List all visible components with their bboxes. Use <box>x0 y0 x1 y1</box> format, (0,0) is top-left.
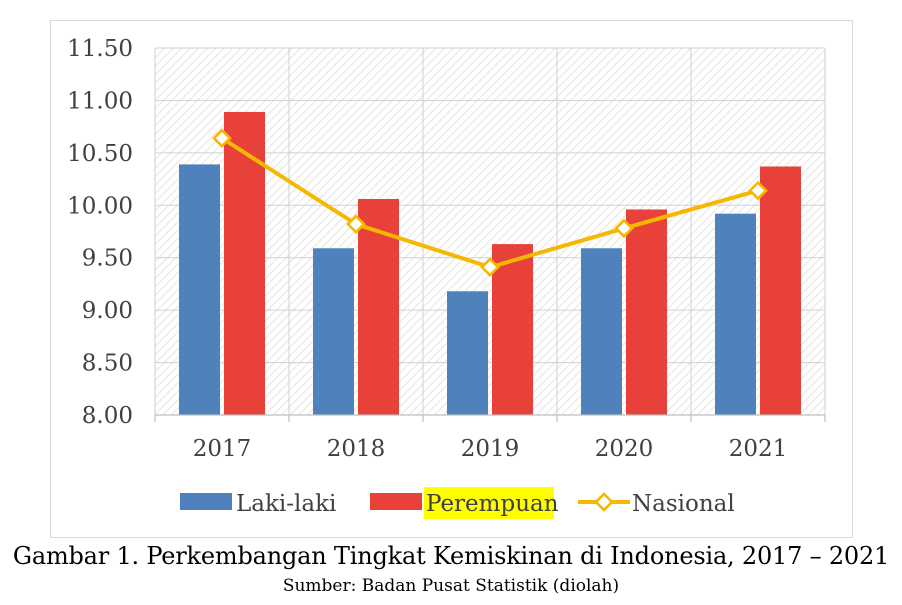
legend-label-perempuan: Perempuan <box>426 491 559 517</box>
y-tick-label: 8.50 <box>82 351 133 377</box>
bar-perempuan-2020 <box>626 209 667 415</box>
point-nasional-2018 <box>346 214 366 234</box>
bar-perempuan-2017 <box>224 111 265 415</box>
point-nasional-2020 <box>614 218 634 239</box>
y-tick-label: 9.50 <box>82 246 133 272</box>
legend-label-laki-laki: Laki-laki <box>236 491 336 517</box>
x-tick-label: 2020 <box>595 436 654 462</box>
x-tick-label: 2019 <box>461 436 520 462</box>
y-tick-label: 8.00 <box>82 403 133 429</box>
y-tick-label: 10.50 <box>67 141 133 167</box>
point-nasional-2019 <box>480 257 500 277</box>
bar-perempuan-2021 <box>760 166 801 415</box>
chart: 8.00 8.50 9.00 9.50 10.00 10.50 11.00 11.50 2017… <box>67 36 826 519</box>
bar-perempuan-2019 <box>492 244 533 415</box>
legend-swatch-laki-laki <box>180 493 232 510</box>
y-tick-label: 11.00 <box>67 88 133 114</box>
x-tick-label: 2017 <box>193 436 252 462</box>
figure-source: Sumber: Badan Pusat Statistik (diolah) <box>282 576 620 596</box>
legend-label-nasional: Nasional <box>632 491 735 517</box>
x-tick-label: 2021 <box>729 436 788 462</box>
figure-caption: Gambar 1. Perkembangan Tingkat Kemiskina… <box>12 542 890 570</box>
point-nasional-2021 <box>748 180 768 201</box>
legend-swatch-perempuan <box>370 493 422 510</box>
point-nasional-2017 <box>212 128 232 149</box>
bar-laki-laki-2020 <box>581 248 622 415</box>
bar-laki-laki-2018 <box>313 248 354 415</box>
bar-laki-laki-2017 <box>179 164 220 415</box>
x-tick-label: 2018 <box>327 436 386 462</box>
y-tick-label: 10.00 <box>67 193 133 219</box>
bar-laki-laki-2021 <box>715 213 756 415</box>
bar-laki-laki-2019 <box>447 291 488 415</box>
plot-area <box>155 48 825 415</box>
y-tick-label: 9.00 <box>82 298 133 324</box>
legend-marker-nasional <box>594 492 614 512</box>
y-tick-label: 11.50 <box>67 36 133 62</box>
legend-highlight <box>424 487 554 519</box>
